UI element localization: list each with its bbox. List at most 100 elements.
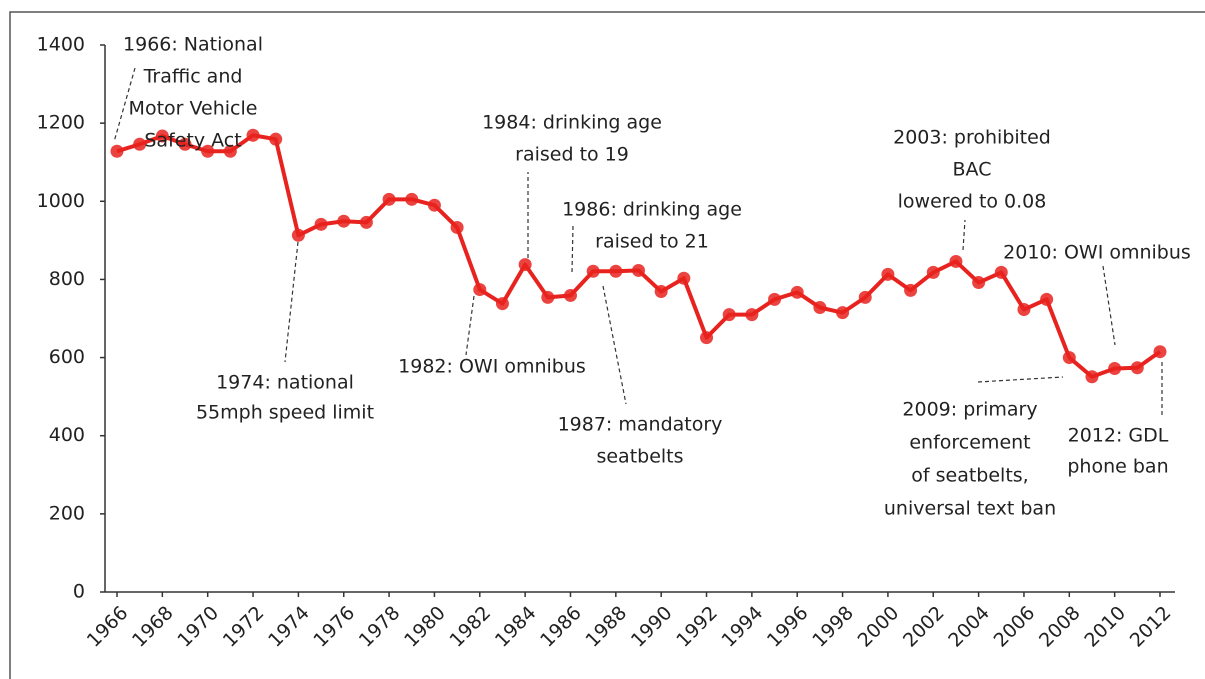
annotation: 2003: prohibited [893, 127, 1051, 149]
x-tick-label: 2004 [944, 602, 994, 652]
annotation: 1987: mandatory [558, 414, 723, 436]
y-tick-label: 1400 [37, 34, 85, 56]
x-tick-label: 2010 [1080, 602, 1130, 652]
point [133, 137, 147, 151]
point [541, 290, 555, 304]
point [1040, 292, 1054, 306]
annotation: raised to 19 [515, 144, 629, 166]
annotation: raised to 21 [595, 231, 709, 253]
frame [9, 11, 1205, 679]
point [155, 129, 169, 143]
x-tick-label: 2000 [854, 602, 904, 652]
point [427, 198, 441, 212]
point [1153, 345, 1167, 359]
point [677, 271, 691, 285]
point [495, 297, 509, 311]
x-tick-label: 2012 [1126, 602, 1176, 652]
point [881, 267, 895, 281]
annotation: 1966: National [123, 34, 263, 56]
annotation-leader [571, 225, 574, 273]
point [269, 132, 283, 146]
point [450, 220, 464, 234]
point [382, 192, 396, 206]
point [722, 308, 736, 322]
x-tick-label: 1968 [128, 602, 178, 652]
x-tick-label: 1992 [672, 602, 722, 652]
annotation: enforcement [909, 432, 1030, 454]
point [359, 215, 373, 229]
x-tick-label: 2008 [1035, 602, 1085, 652]
point [836, 306, 850, 320]
annotation-leader [1102, 265, 1116, 346]
annotation-leader [113, 67, 136, 143]
point [858, 290, 872, 304]
point [768, 292, 782, 306]
y-tick-label: 0 [73, 581, 85, 603]
annotation: 55mph speed limit [196, 402, 374, 424]
x-tick-label: 1988 [581, 602, 631, 652]
annotation: 2012: GDL [1068, 425, 1169, 447]
point [1108, 362, 1122, 376]
annotation: 1984: drinking age [482, 112, 662, 134]
point [1017, 303, 1031, 317]
annotation-leader [465, 295, 475, 356]
annotation: lowered to 0.08 [898, 191, 1047, 213]
point [178, 137, 192, 151]
y-tick-label: 800 [49, 268, 85, 290]
annotation: phone ban [1067, 456, 1168, 478]
point [201, 144, 215, 158]
point [110, 144, 124, 158]
point [700, 331, 714, 345]
annotation: seatbelts [596, 446, 683, 468]
x-tick-label: 1980 [400, 602, 450, 652]
annotation: Safety Act [144, 130, 241, 152]
point [654, 285, 668, 299]
point [972, 276, 986, 290]
annotation: of seatbelts, [911, 465, 1028, 487]
point [1130, 361, 1144, 375]
y-tick-label: 600 [49, 346, 85, 368]
point [563, 288, 577, 302]
x-tick-label: 1990 [627, 602, 677, 652]
x-tick-label: 1974 [264, 602, 314, 652]
point [1062, 351, 1076, 365]
point [813, 301, 827, 315]
annotation-leader [284, 241, 299, 363]
annotation: 1974: national [216, 372, 354, 394]
point [949, 254, 963, 268]
point [518, 258, 532, 272]
annotation-leader [602, 285, 627, 405]
annotation: 2009: primary [902, 399, 1037, 421]
x-tick-label: 1984 [491, 602, 541, 652]
point [632, 263, 645, 277]
point [790, 285, 804, 299]
point [291, 228, 305, 242]
annotation-leader [977, 376, 1064, 383]
annotation: 2010: OWI omnibus [1003, 242, 1191, 264]
annotation: 1986: drinking age [562, 199, 742, 221]
point [586, 264, 600, 278]
point [745, 308, 759, 322]
point [904, 283, 918, 297]
x-tick-label: 1972 [219, 602, 269, 652]
point [337, 214, 351, 228]
point [246, 128, 260, 142]
x-tick-label: 2002 [899, 602, 949, 652]
y-tick-label: 200 [49, 502, 85, 524]
annotation-leader [962, 219, 966, 251]
annotation: Motor Vehicle [129, 98, 258, 120]
y-tick-label: 1000 [37, 190, 85, 212]
x-tick-label: 1976 [309, 602, 359, 652]
point [926, 265, 940, 279]
y-tick-label: 1200 [37, 112, 85, 134]
annotation: 1982: OWI omnibus [398, 356, 586, 378]
point [1085, 370, 1099, 384]
point [405, 192, 419, 206]
point [223, 144, 237, 158]
x-tick-label: 1996 [763, 602, 813, 652]
annotation: universal text ban [884, 498, 1056, 520]
point [473, 283, 487, 297]
annotation: Traffic and [143, 66, 243, 88]
x-tick-label: 1994 [718, 602, 768, 652]
